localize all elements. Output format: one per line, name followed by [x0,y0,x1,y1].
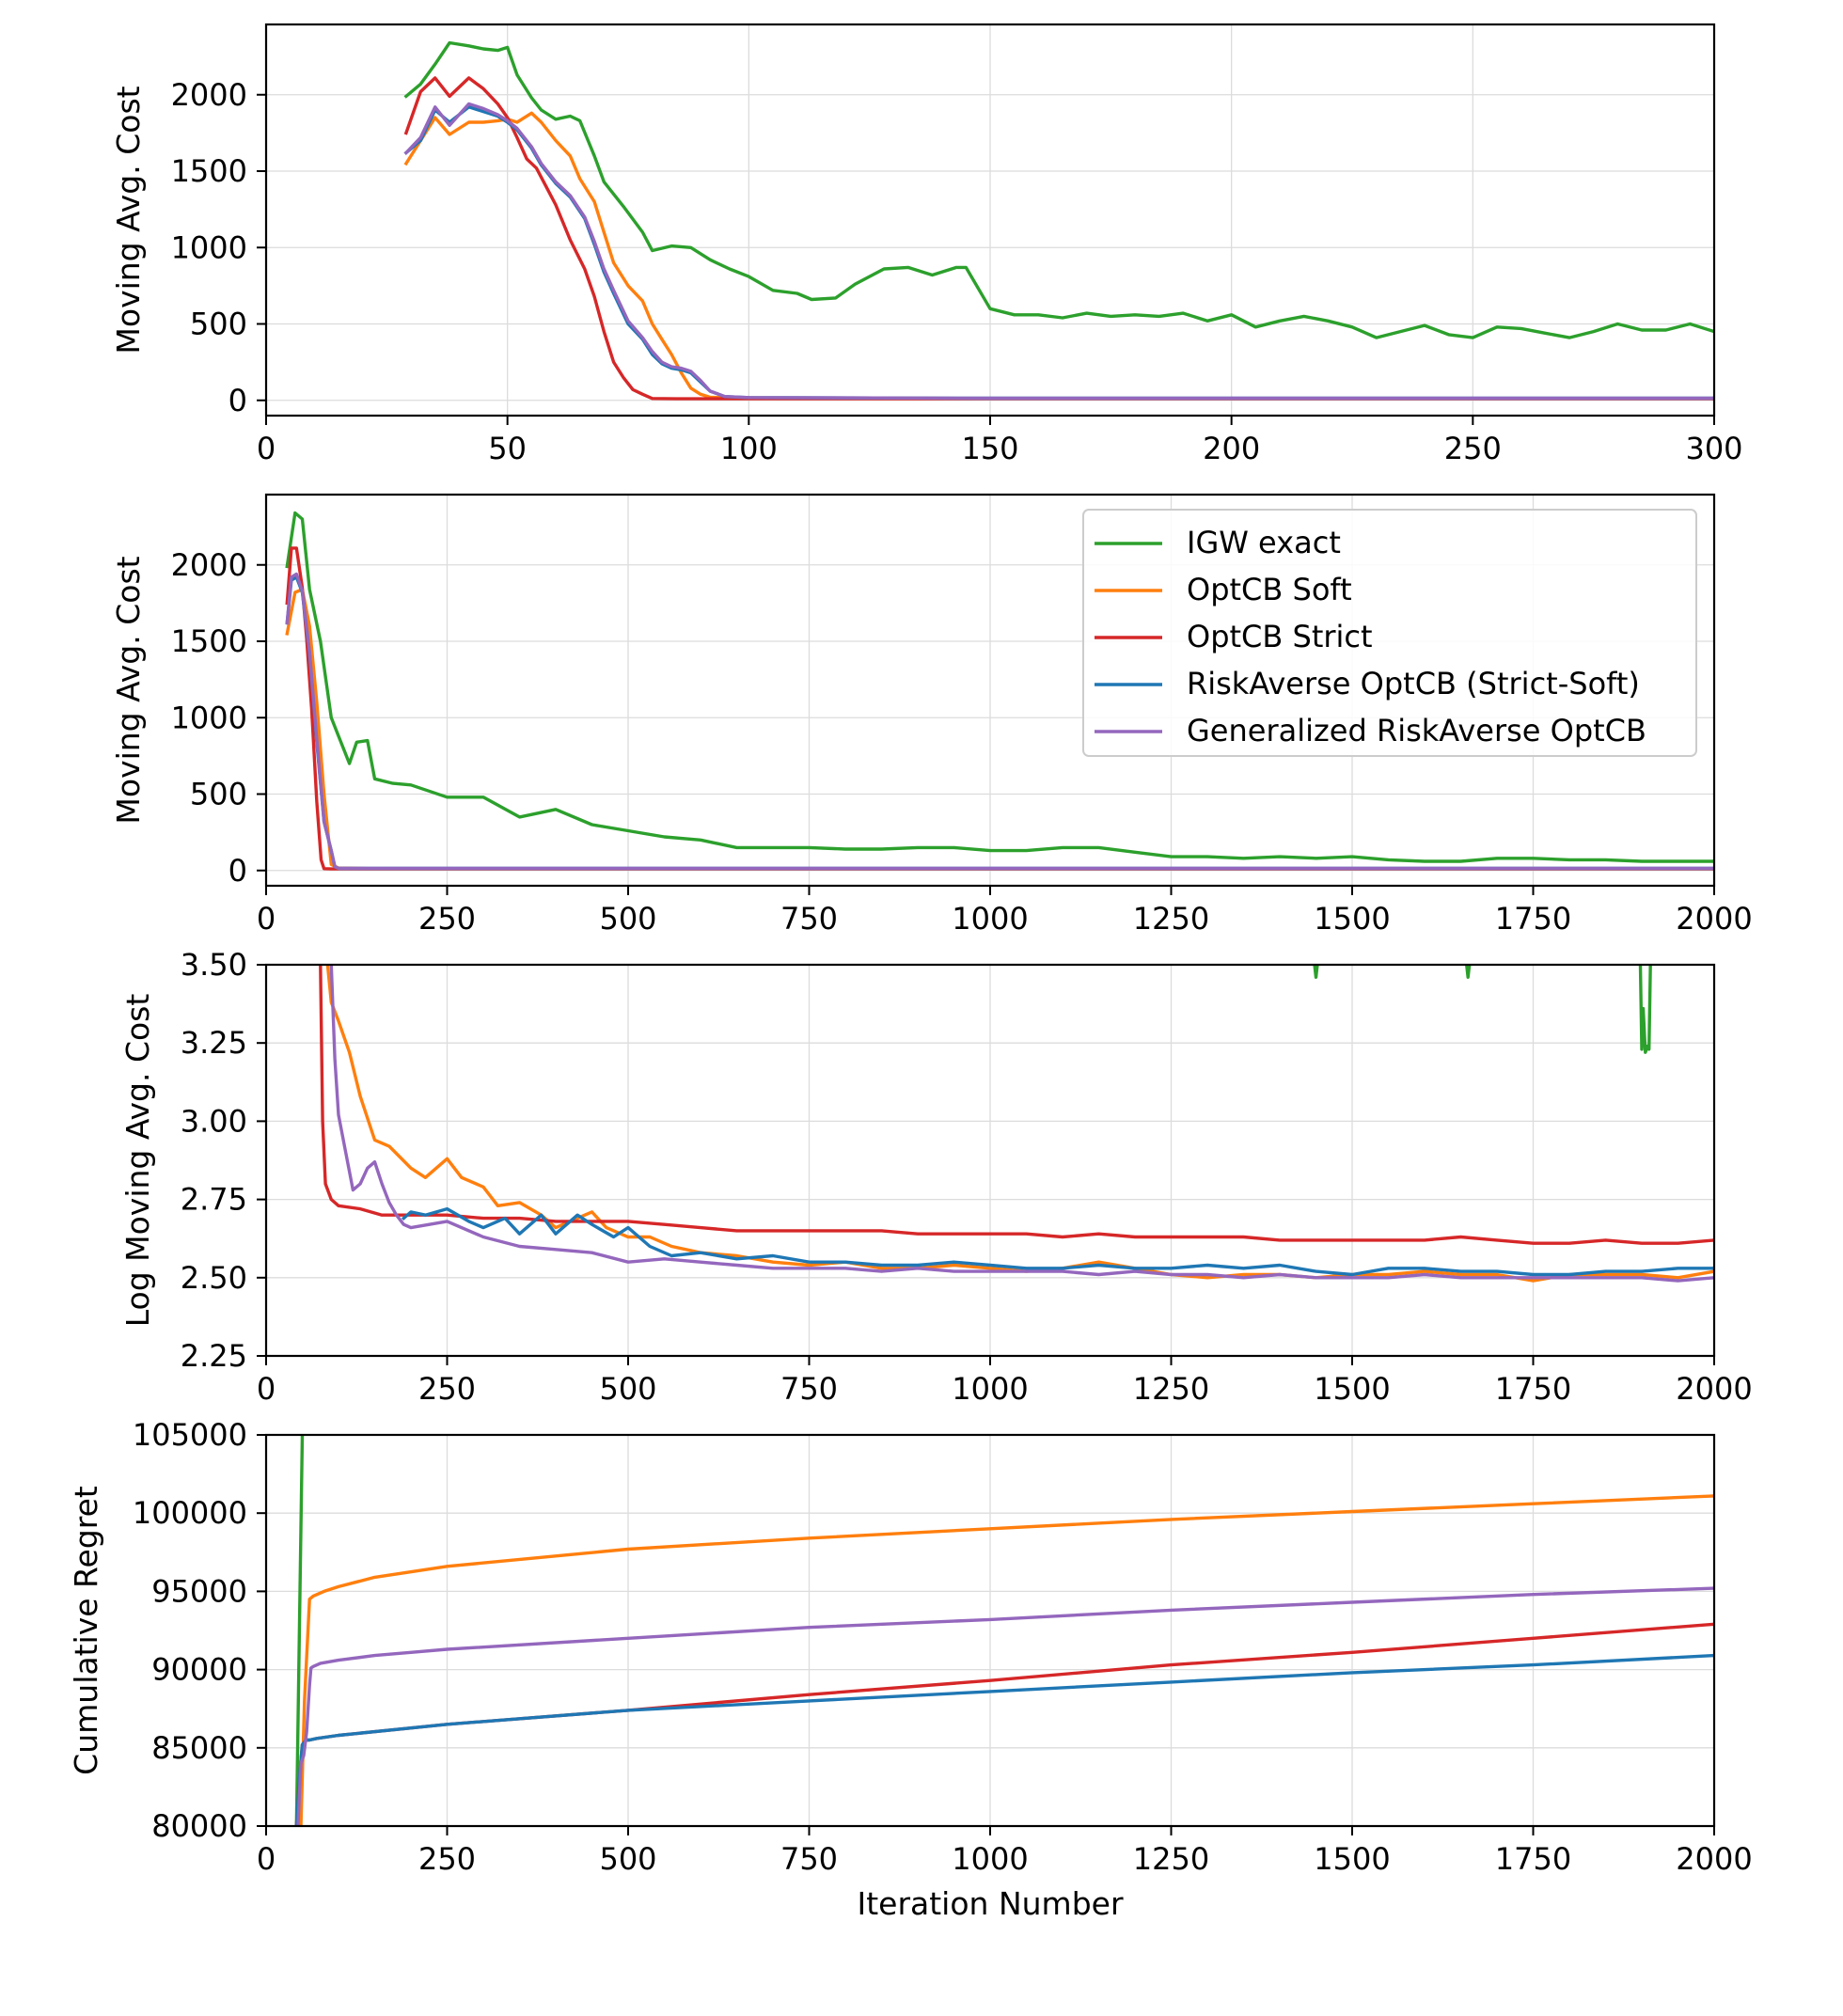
subplot-2: 0 250 500 750 1000 1250 1500 1750 2000 0 500 1000 15… [110,493,1753,937]
series-line-igw-exact [285,511,1714,863]
x-tick-label: 1250 [1133,901,1209,937]
series-line-optcb-soft [325,965,1714,1283]
legend-label-riskaverse-optcb-strict-soft: RiskAverse OptCB (Strict-Soft) [1187,666,1640,701]
x-tick-label: 2000 [1676,1841,1752,1877]
y-tick-label: 500 [190,777,247,812]
y-tick-label: 3.25 [181,1025,247,1061]
y-tick-label: 2000 [171,77,247,113]
subplot-1: 0 50 100 150 200 250 300 0 500 1000 1500 2000 Moving… [110,23,1743,466]
x-tick-label: 500 [599,1371,656,1407]
x-tick-label: 200 [1203,431,1260,466]
series-line-riskaverse-optcb-strict-soft [294,1653,1714,1826]
x-tick-label: 2000 [1676,1371,1752,1407]
x-tick-label: 500 [599,901,656,937]
x-tick-label: 1750 [1495,1841,1571,1877]
y-axis-title: Cumulative Regret [68,1486,104,1775]
y-tick-label: 95000 [151,1573,247,1609]
y-tick-label: 2.75 [181,1182,247,1218]
y-tick-label: 1000 [171,229,247,265]
x-tick-label: 300 [1685,431,1742,466]
x-tick-label: 250 [418,1371,476,1407]
x-tick-label: 500 [599,1841,656,1877]
legend-label-generalized-riskaverse-optcb: Generalized RiskAverse OptCB [1187,713,1646,748]
x-tick-label: 1250 [1133,1841,1209,1877]
series-line-generalized-riskaverse-optcb [285,572,1714,871]
x-tick-label: 0 [257,1371,276,1407]
y-tick-label: 1500 [171,623,247,659]
x-tick-label: 150 [961,431,1018,466]
x-tick-label: 1000 [952,1371,1028,1407]
y-axis-title: Moving Avg. Cost [110,86,147,354]
y-tick-label: 100000 [133,1495,247,1531]
series-line-generalized-riskaverse-optcb [296,1586,1714,1826]
y-tick-label: 500 [190,307,247,342]
y-tick-label: 0 [228,853,247,889]
legend-box [1082,509,1697,757]
series-line-igw-exact [1464,965,1472,980]
series-group [403,40,1714,401]
x-tick-label: 750 [780,1371,838,1407]
series-line-riskaverse-optcb-strict-soft [401,1206,1714,1277]
x-tick-label: 750 [780,1841,838,1877]
series-line-generalized-riskaverse-optcb [329,965,1714,1283]
y-tick-label: 3.00 [181,1103,247,1139]
y-tick-label: 2.50 [181,1260,247,1296]
y-tick-label: 85000 [151,1730,247,1766]
x-tick-label: 1750 [1495,1371,1571,1407]
x-tick-label: 1500 [1314,1841,1390,1877]
x-tick-label: 1250 [1133,1371,1209,1407]
legend-label-igw-exact: IGW exact [1187,525,1341,560]
series-group [319,965,1714,1283]
series-group [294,1435,1714,1826]
x-tick-label: 0 [257,1841,276,1877]
x-tick-label: 1500 [1314,1371,1390,1407]
legend-label-optcb-strict: OptCB Strict [1187,619,1373,654]
y-tick-label: 1000 [171,700,247,735]
y-axis-title: Log Moving Avg. Cost [119,994,156,1328]
series-line-optcb-soft [299,1494,1714,1826]
series-line-generalized-riskaverse-optcb [403,102,1714,401]
subplot-4: 0 250 500 750 1000 1250 1500 1750 2000 80000 85000… [68,1417,1753,1922]
x-tick-label: 250 [418,901,476,937]
series-line-optcb-strict [319,965,1714,1245]
legend-label-optcb-soft: OptCB Soft [1187,572,1352,607]
y-tick-label: 90000 [151,1652,247,1688]
series-group [285,511,1714,871]
series-line-igw-exact [1313,965,1319,980]
x-tick-label: 250 [418,1841,476,1877]
y-tick-label: 3.50 [181,947,247,983]
series-line-igw-exact [403,40,1714,339]
x-axis-title: Iteration Number [857,1885,1123,1922]
y-tick-label: 80000 [151,1808,247,1844]
x-tick-label: 0 [257,431,276,466]
y-tick-label: 2000 [171,547,247,583]
x-tick-label: 50 [488,431,527,466]
y-axis-title: Moving Avg. Cost [110,556,147,824]
x-tick-label: 250 [1444,431,1502,466]
y-tick-label: 1500 [171,153,247,189]
x-tick-label: 1750 [1495,901,1571,937]
x-tick-label: 1000 [952,901,1028,937]
series-line-igw-exact [1638,965,1652,1054]
x-tick-label: 750 [780,901,838,937]
y-tick-label: 105000 [133,1417,247,1453]
y-tick-label: 0 [228,383,247,418]
x-tick-label: 100 [720,431,778,466]
subplot-3: 0 250 500 750 1000 1250 1500 1750 2000 2.25 2.50 2.… [119,947,1753,1407]
series-line-optcb-strict [403,76,1714,401]
x-tick-label: 0 [257,901,276,937]
legend: IGW exact OptCB Soft OptCB Strict RiskAvers… [1082,509,1697,757]
series-line-igw-exact [294,1435,305,1826]
x-tick-label: 1500 [1314,901,1390,937]
x-tick-label: 1000 [952,1841,1028,1877]
y-tick-label: 2.25 [181,1338,247,1374]
subplots: 0 50 100 150 200 250 300 0 500 1000 1500 2000 Moving… [68,23,1753,1922]
x-tick-label: 2000 [1676,901,1752,937]
